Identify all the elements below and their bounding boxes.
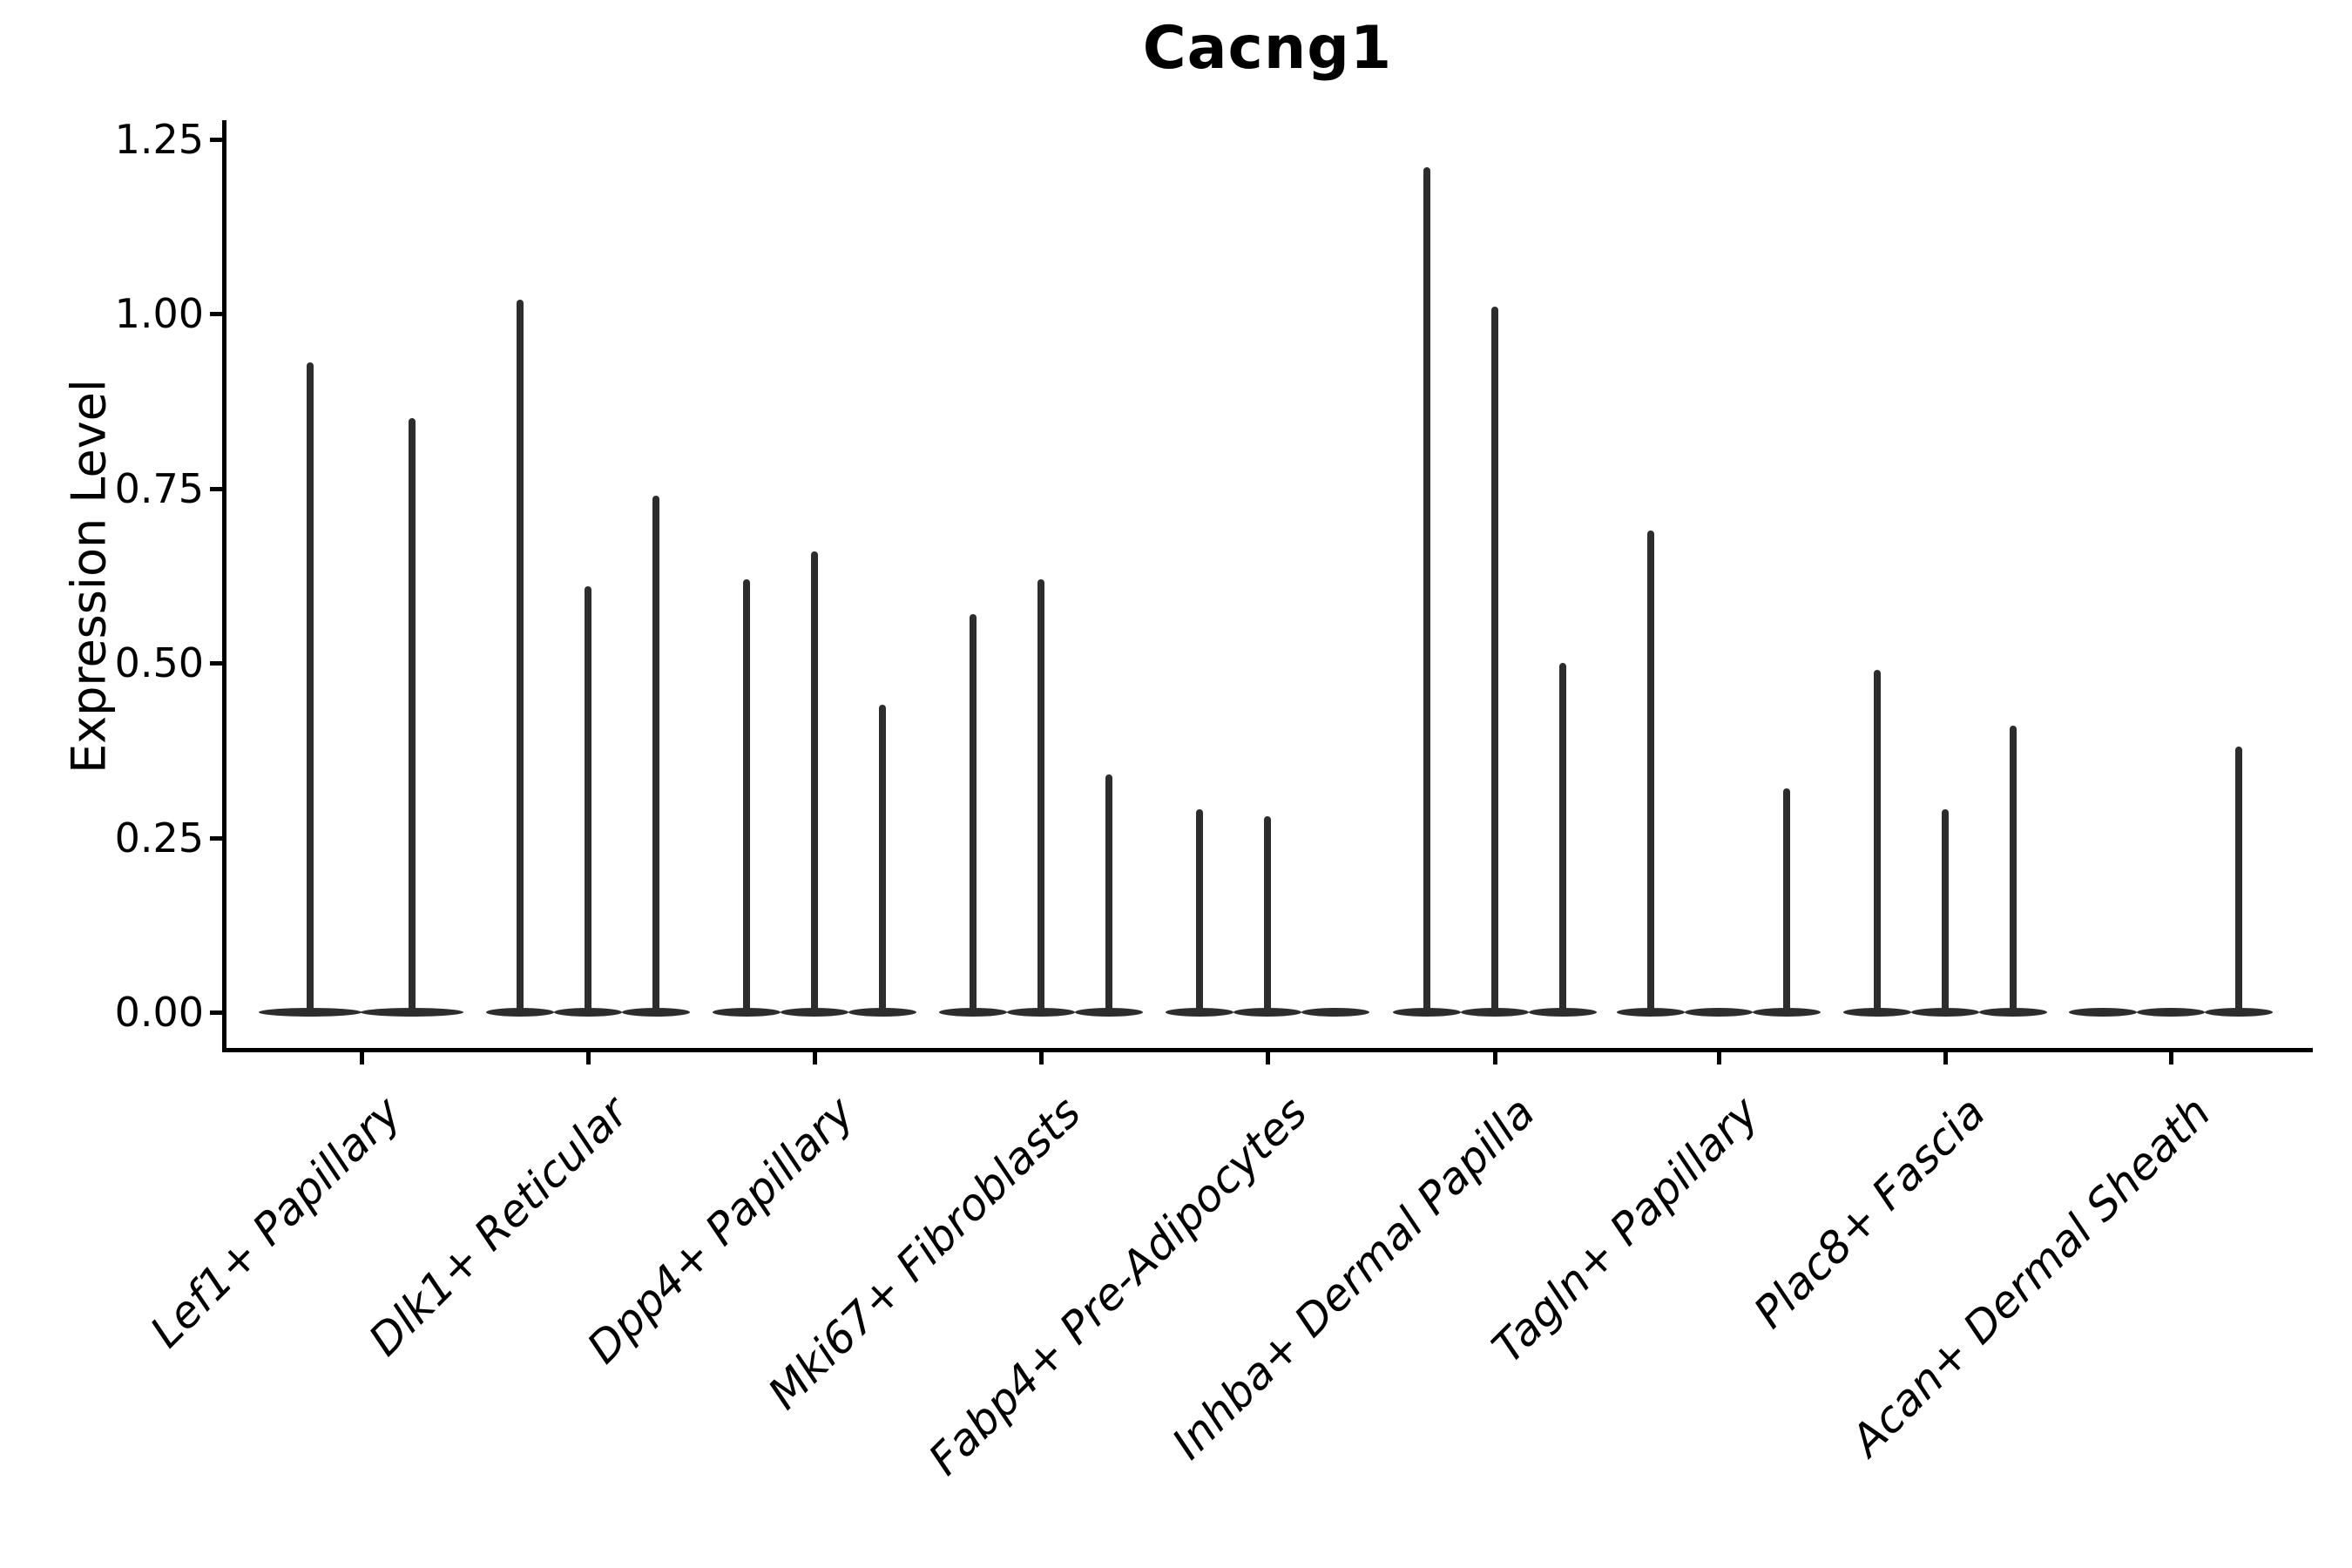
violin-body bbox=[1393, 1008, 1461, 1017]
violin-spike bbox=[811, 551, 818, 1012]
violin-spike bbox=[970, 613, 977, 1012]
violin-body bbox=[1233, 1008, 1301, 1017]
violin-spike bbox=[1491, 306, 1498, 1012]
violin-spike bbox=[879, 705, 886, 1012]
violin-spike bbox=[307, 362, 314, 1012]
violin-spike bbox=[1105, 774, 1112, 1012]
violin-body bbox=[1166, 1008, 1233, 1017]
y-tick-mark bbox=[210, 486, 225, 491]
violin-body bbox=[361, 1008, 463, 1017]
y-tick-label: 0.50 bbox=[114, 639, 204, 686]
x-tick-label: Lef1+ Papillary bbox=[140, 1086, 411, 1358]
y-tick-mark bbox=[210, 312, 225, 316]
violin-body bbox=[848, 1008, 916, 1017]
y-tick-mark bbox=[210, 661, 225, 666]
violin-body bbox=[781, 1008, 848, 1017]
y-tick-label: 1.00 bbox=[114, 290, 204, 337]
violin-spike bbox=[1874, 670, 1881, 1012]
violin-body bbox=[1979, 1008, 2047, 1017]
violin-spike bbox=[1264, 816, 1271, 1012]
violin-body bbox=[1753, 1008, 1821, 1017]
violin-body bbox=[1461, 1008, 1529, 1017]
x-tick-mark bbox=[1717, 1050, 1721, 1064]
violin-body bbox=[554, 1008, 622, 1017]
violin-spike bbox=[1423, 166, 1430, 1012]
violin-spike bbox=[652, 495, 659, 1012]
x-tick-mark bbox=[1943, 1050, 1948, 1064]
violin-body bbox=[259, 1008, 362, 1017]
x-tick-mark bbox=[1493, 1050, 1497, 1064]
y-tick-mark bbox=[210, 1010, 225, 1015]
violin-spike bbox=[2235, 747, 2242, 1012]
y-tick-label: 0.25 bbox=[114, 814, 204, 862]
x-tick-mark bbox=[586, 1050, 591, 1064]
violin-body bbox=[713, 1008, 781, 1017]
violin-body bbox=[1911, 1008, 1979, 1017]
violin-spike bbox=[1647, 530, 1654, 1012]
x-tick-label: Fabp4+ Pre-Adipocytes bbox=[919, 1086, 1317, 1485]
y-axis-spine bbox=[222, 120, 226, 1052]
violin-spike bbox=[1559, 663, 1566, 1012]
violin-spike bbox=[1196, 809, 1203, 1012]
x-tick-mark bbox=[360, 1050, 364, 1064]
violin-body bbox=[1685, 1008, 1753, 1017]
violin-body bbox=[1529, 1008, 1597, 1017]
y-tick-label: 1.25 bbox=[114, 115, 204, 163]
violin-body bbox=[2137, 1008, 2205, 1017]
violin-spike bbox=[585, 585, 591, 1012]
violin-spike bbox=[1783, 788, 1790, 1012]
violin-body bbox=[1301, 1008, 1369, 1017]
x-tick-mark bbox=[2169, 1050, 2173, 1064]
y-tick-mark bbox=[210, 137, 225, 142]
y-tick-label: 0.75 bbox=[114, 464, 204, 512]
y-tick-label: 0.00 bbox=[114, 989, 204, 1036]
violin-body bbox=[1007, 1008, 1075, 1017]
violin-body bbox=[1617, 1008, 1685, 1017]
y-axis-label: Expression Level bbox=[61, 379, 117, 774]
violin-spike bbox=[2010, 726, 2017, 1012]
chart-title: Cacng1 bbox=[1142, 14, 1393, 83]
violin-body bbox=[2205, 1008, 2273, 1017]
violin-spike bbox=[1942, 809, 1949, 1012]
violin-body bbox=[2069, 1008, 2137, 1017]
violin-body bbox=[622, 1008, 690, 1017]
violin-body bbox=[939, 1008, 1007, 1017]
violin-spike bbox=[743, 578, 750, 1012]
x-tick-mark bbox=[1039, 1050, 1044, 1064]
violin-spike bbox=[1037, 578, 1044, 1012]
x-tick-mark bbox=[1266, 1050, 1270, 1064]
x-tick-mark bbox=[813, 1050, 817, 1064]
y-tick-mark bbox=[210, 835, 225, 841]
violin-spike bbox=[409, 418, 416, 1012]
violin-body bbox=[1075, 1008, 1143, 1017]
x-tick-label: Plac8+ Fascia bbox=[1743, 1086, 1995, 1338]
violin-spike bbox=[517, 299, 524, 1012]
violin-body bbox=[1843, 1008, 1911, 1017]
violin-body bbox=[486, 1008, 554, 1017]
